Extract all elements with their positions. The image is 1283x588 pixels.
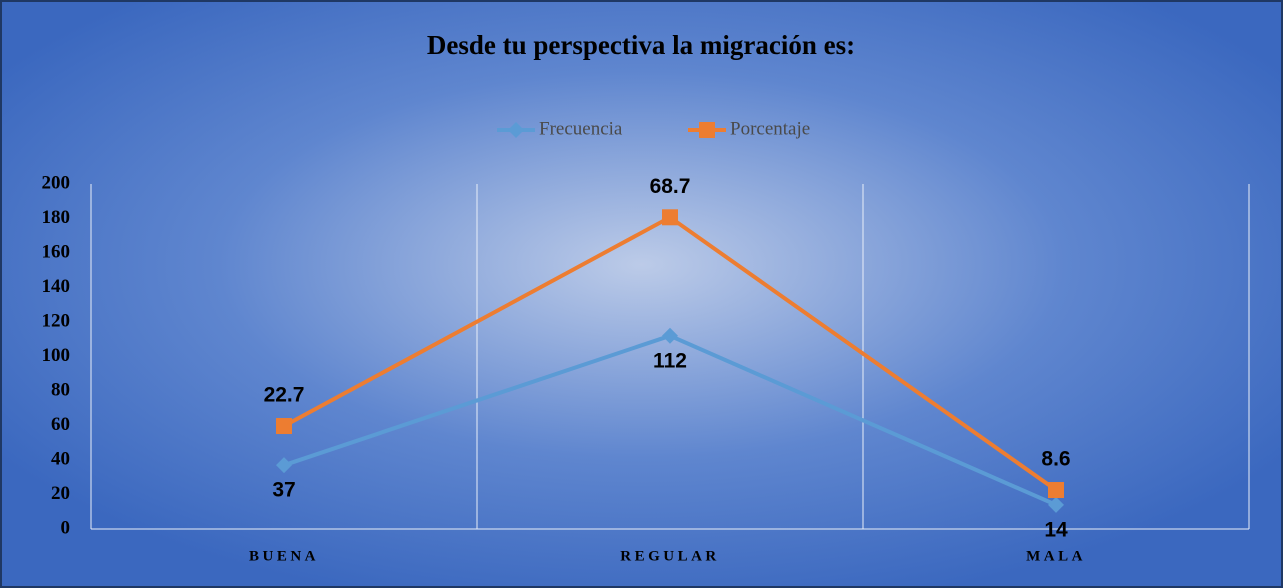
data-label: 112 (653, 349, 687, 372)
data-point (276, 457, 292, 474)
y-tick-label: 200 (42, 172, 71, 193)
data-label: 22.7 (264, 384, 305, 407)
x-tick-label: BUENA (249, 548, 319, 564)
legend-marker (508, 122, 524, 138)
data-label: 37 (272, 479, 295, 502)
data-point (276, 418, 292, 435)
y-tick-label: 0 (61, 517, 71, 538)
legend-label: Frecuencia (539, 118, 623, 139)
data-label: 14 (1044, 518, 1068, 541)
legend-marker (699, 122, 715, 138)
x-tick-label: REGULAR (620, 548, 720, 564)
data-point (1048, 496, 1064, 513)
y-tick-label: 140 (42, 276, 71, 297)
legend-label: Porcentaje (730, 118, 810, 139)
data-point (662, 209, 678, 226)
y-tick-label: 40 (51, 448, 70, 469)
y-tick-label: 180 (42, 207, 71, 228)
data-point (662, 327, 678, 344)
chart-title: Desde tu perspectiva la migración es: (427, 30, 855, 60)
data-point (1048, 482, 1064, 499)
y-tick-label: 80 (51, 379, 70, 400)
y-tick-label: 20 (51, 483, 70, 504)
y-tick-label: 60 (51, 414, 70, 435)
data-label: 8.6 (1041, 448, 1070, 471)
data-label: 68.7 (650, 175, 691, 198)
y-tick-label: 120 (42, 310, 71, 331)
x-tick-label: MALA (1026, 548, 1086, 564)
y-tick-label: 160 (42, 241, 71, 262)
y-tick-label: 100 (42, 345, 71, 366)
